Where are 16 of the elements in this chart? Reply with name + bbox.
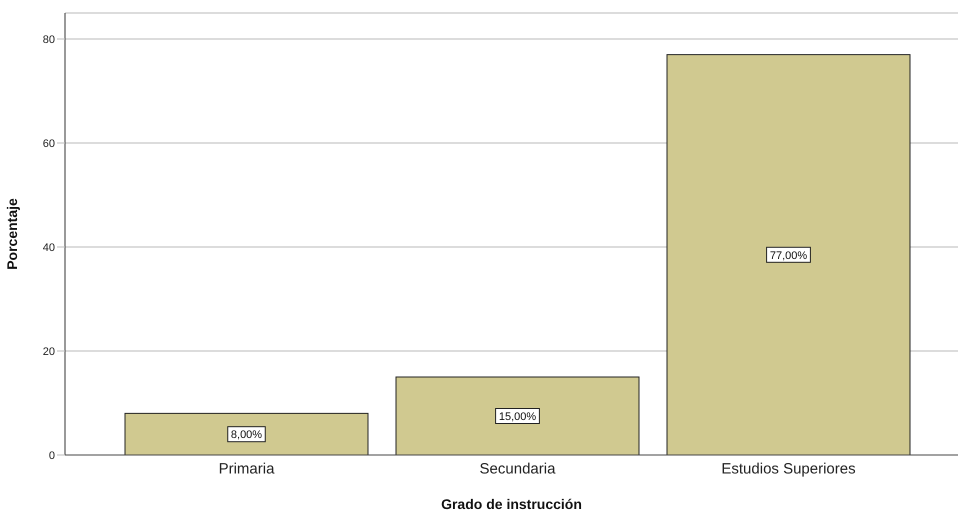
- y-tick-label: 60: [42, 138, 55, 150]
- y-tick-label: 0: [48, 450, 55, 462]
- y-tick-label: 40: [42, 242, 55, 254]
- x-axis-title: Grado de instrucción: [441, 496, 582, 512]
- y-tick-label: 80: [42, 34, 55, 46]
- data-label: 8,00%: [230, 429, 262, 442]
- bar: [124, 412, 368, 455]
- data-label: 77,00%: [770, 250, 808, 262]
- bar: [396, 376, 640, 455]
- data-label: 15,00%: [498, 411, 536, 423]
- bar: [666, 54, 910, 455]
- x-tick-label: Estudios Superiores: [721, 460, 856, 478]
- x-tick-label: Primaria: [218, 460, 276, 478]
- y-axis-title: Porcentaje: [4, 198, 20, 270]
- y-tick-label: 20: [42, 346, 55, 358]
- x-tick-label: Secundaria: [480, 460, 556, 478]
